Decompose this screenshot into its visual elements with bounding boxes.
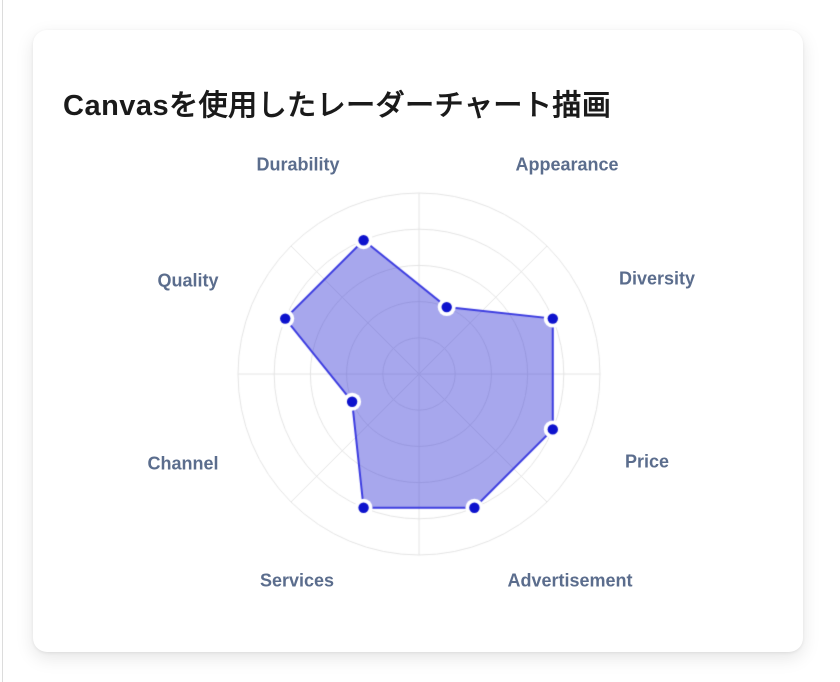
axis-label-price: Price xyxy=(624,451,670,472)
axis-label-durability: Durability xyxy=(256,154,340,175)
axis-label-quality: Quality xyxy=(157,270,219,291)
axis-label-diversity: Diversity xyxy=(618,268,696,289)
axis-label-services: Services xyxy=(259,570,335,591)
radar-chart-canvas xyxy=(33,30,803,652)
axis-label-channel: Channel xyxy=(147,453,219,474)
window-edge-line xyxy=(2,0,3,682)
radar-chart: Durability Appearance Diversity Price Ad… xyxy=(33,30,803,652)
chart-card: Canvasを使用したレーダーチャート描画 Durability Appeara… xyxy=(33,30,803,652)
axis-label-appearance: Appearance xyxy=(515,154,619,175)
axis-label-advertisement: Advertisement xyxy=(507,570,633,591)
